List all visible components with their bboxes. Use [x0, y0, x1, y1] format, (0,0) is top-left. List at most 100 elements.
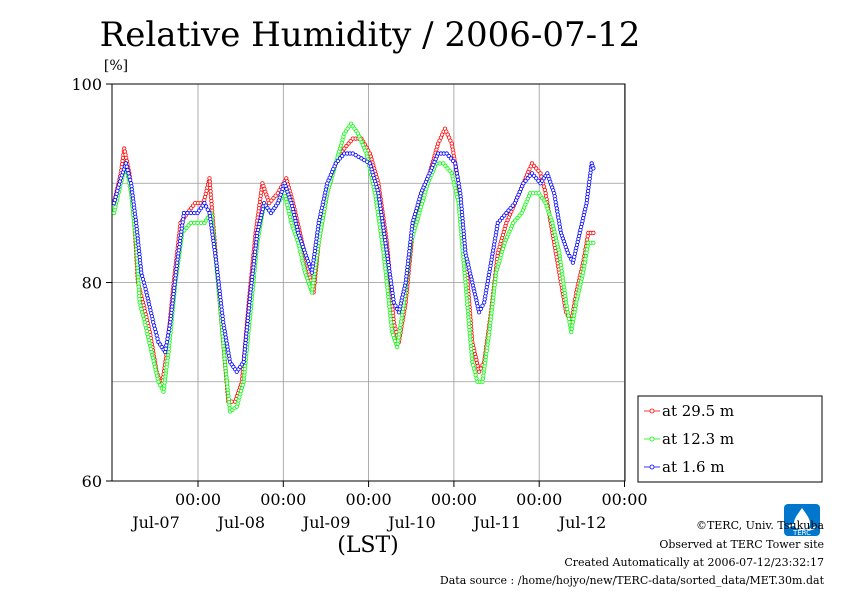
series-point — [140, 277, 146, 282]
series-point — [569, 326, 574, 331]
series-point — [542, 187, 547, 192]
series-point — [437, 161, 442, 166]
series-point — [205, 207, 210, 212]
series-point — [565, 250, 570, 255]
series-point — [567, 320, 572, 325]
copyright-credit: ©TERC, Univ. Tsukuba — [695, 519, 824, 532]
x-tick-date-label: Jul-09 — [301, 513, 351, 532]
series-point — [195, 220, 200, 225]
series-point — [141, 316, 146, 321]
x-tick-time-label: 00:00 — [346, 490, 392, 509]
series-point — [570, 320, 576, 325]
series-point — [140, 313, 146, 318]
legend-swatch-marker — [649, 436, 655, 442]
series-point — [208, 185, 213, 191]
series-point — [185, 210, 190, 216]
series-point — [569, 329, 574, 335]
series-point — [391, 300, 396, 305]
series-point — [164, 343, 169, 348]
series-point — [188, 220, 193, 225]
series-point — [154, 333, 159, 338]
series-point — [457, 184, 462, 189]
series-point — [563, 300, 569, 305]
series-point — [166, 329, 171, 335]
series-point — [163, 346, 168, 351]
series-point — [453, 161, 458, 166]
series-point — [204, 204, 209, 209]
series-point — [456, 181, 461, 186]
series-point — [591, 240, 596, 245]
series-3 — [111, 151, 596, 374]
series-point — [167, 326, 172, 331]
x-tick-time-label: 00:00 — [175, 490, 221, 509]
series-point — [567, 253, 572, 259]
series-point — [571, 313, 577, 318]
series-point — [476, 369, 482, 374]
series-point — [163, 349, 168, 355]
series-point — [582, 260, 588, 265]
x-tick-date-label: Jul-10 — [386, 513, 436, 532]
legend-entry-label: at 12.3 m — [662, 430, 734, 448]
x-tick-date-label: Jul-11 — [471, 513, 521, 532]
series-point — [454, 167, 459, 173]
series-point — [393, 326, 398, 331]
series-point — [584, 247, 590, 252]
y-tick-label: 60 — [82, 472, 102, 491]
series-point — [151, 320, 156, 325]
grid-layer — [112, 84, 625, 481]
series-point — [127, 174, 132, 179]
x-tick-time-label: 00:00 — [431, 490, 477, 509]
series-point — [582, 263, 587, 269]
axis-layer: 00:00 Jul-07 00:00 Jul-08 00:00 Jul-09 00:00 Ju… — [71, 75, 647, 532]
series-point — [267, 201, 272, 206]
series-point — [572, 310, 577, 315]
legend-entry-label: at 29.5 m — [662, 402, 734, 420]
series-point — [393, 303, 398, 308]
series-point — [141, 280, 146, 285]
series-point — [584, 250, 589, 255]
series-point — [140, 273, 145, 278]
series-point — [566, 313, 571, 318]
series-point — [471, 366, 477, 371]
series-point — [143, 286, 148, 292]
series-point — [138, 303, 143, 308]
series-point — [273, 193, 278, 198]
logo-text: TERC — [792, 529, 811, 537]
series-point — [502, 213, 507, 218]
series-line — [113, 127, 594, 403]
series-point — [198, 220, 204, 225]
series-point — [165, 336, 170, 341]
terc-logo-icon: TERC — [784, 504, 820, 537]
series-point — [164, 339, 169, 345]
series-point — [470, 363, 476, 368]
series-point — [192, 210, 197, 216]
series-point — [581, 267, 586, 272]
y-tick-label: 80 — [82, 274, 102, 293]
series-point — [139, 270, 144, 275]
series-point — [480, 303, 485, 308]
series-point — [565, 310, 570, 315]
series-point — [470, 359, 475, 364]
series-point — [573, 303, 578, 308]
series-point — [591, 230, 596, 235]
series-point — [155, 336, 160, 341]
data-source-path: Data source : /home/hojyo/new/TERC-data/… — [439, 574, 824, 587]
x-tick-time-label: 00:00 — [516, 490, 562, 509]
series-point — [208, 192, 213, 197]
series-point — [472, 369, 477, 374]
series-point — [573, 306, 578, 312]
series-point — [181, 210, 186, 216]
series-point — [453, 164, 458, 169]
series-2 — [111, 121, 596, 414]
legend: at 29.5 m at 12.3 m at 1.6 m — [637, 395, 823, 483]
series-point — [538, 171, 543, 176]
series-point — [513, 218, 518, 223]
y-axis-unit-label: [%] — [104, 58, 128, 74]
series-layer — [111, 121, 596, 414]
series-point — [566, 316, 572, 321]
series-point — [583, 253, 589, 259]
series-point — [534, 176, 539, 181]
series-point — [584, 237, 590, 242]
series-point — [192, 220, 197, 225]
created-timestamp: Created Automatically at 2006-07-12/23:3… — [564, 556, 824, 569]
